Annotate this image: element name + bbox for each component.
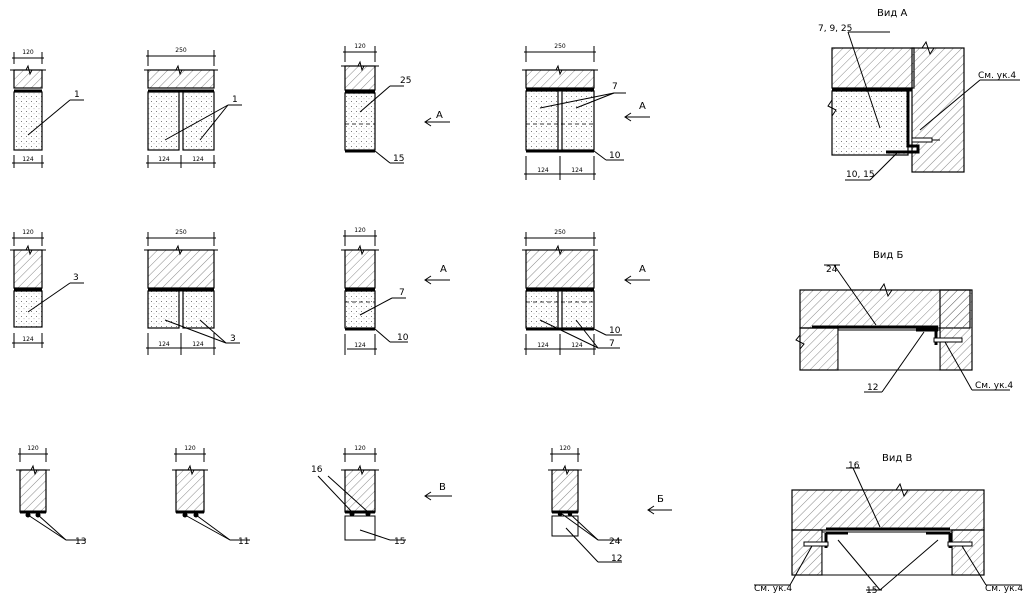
dim-120: 120 (354, 445, 366, 452)
dim-124: 124 (22, 336, 34, 343)
dim-250: 250 (175, 47, 187, 54)
view-a-title: Вид А (877, 8, 907, 19)
label-7-9-25: 7, 9, 25 (818, 24, 852, 34)
label-12: 12 (867, 383, 878, 393)
view-v: Вид В 16 15 См. ук.4 См. ук.4 (754, 453, 1023, 596)
detail-r1-c3: 120 25 15 А (341, 43, 450, 164)
label-7: 7 (399, 288, 405, 298)
detail-r3-c3: 120 16 15 В (311, 445, 452, 547)
label-11: 11 (238, 537, 249, 547)
dim-124: 124 (192, 156, 204, 163)
view-v-title: Вид В (882, 453, 912, 464)
label-1: 1 (232, 95, 238, 105)
label-16: 16 (311, 465, 323, 475)
dim-120: 120 (354, 227, 366, 234)
label-7: 7 (609, 339, 615, 349)
dim-124: 124 (192, 341, 204, 348)
label-13: 13 (75, 537, 86, 547)
view-arrow-b: Б (657, 494, 664, 505)
see-ref-label: См. ук.4 (985, 584, 1023, 594)
dim-120: 120 (559, 445, 571, 452)
label-3: 3 (73, 273, 79, 283)
see-ref-label: См. ук.4 (978, 71, 1016, 81)
dim-124: 124 (571, 342, 583, 349)
view-b-title: Вид Б (873, 250, 903, 261)
detail-r3-c2: 120 11 (172, 445, 250, 547)
label-15: 15 (393, 154, 404, 164)
label-15: 15 (394, 537, 405, 547)
dim-120: 120 (354, 43, 366, 50)
see-ref-label: См. ук.4 (975, 381, 1013, 391)
dim-250: 250 (175, 229, 187, 236)
view-a: Вид А 7, 9, 25 См. ук.4 10, 15 (818, 8, 1020, 181)
dim-250: 250 (554, 43, 566, 50)
dim-120: 120 (22, 49, 34, 56)
see-ref-label: См. ук.4 (754, 584, 792, 594)
detail-r1-c1: 120 1 124 (10, 49, 84, 168)
label-3: 3 (230, 334, 236, 344)
label-25: 25 (400, 76, 411, 86)
view-arrow-a: А (639, 264, 646, 275)
detail-r1-c4: 250 7 10 124 124 А (522, 43, 650, 180)
view-arrow-a: А (436, 110, 443, 121)
dim-124: 124 (537, 342, 549, 349)
dim-124: 124 (158, 341, 170, 348)
label-24: 24 (609, 537, 621, 547)
label-10: 10 (397, 333, 409, 343)
label-10: 10 (609, 151, 621, 161)
detail-r2-c4: 250 10 7 124 124 А (522, 229, 650, 355)
label-7: 7 (612, 82, 618, 92)
label-10: 10 (609, 326, 621, 336)
view-arrow-v: В (439, 482, 446, 493)
label-24: 24 (826, 265, 838, 275)
dim-124: 124 (158, 156, 170, 163)
detail-r2-c1: 120 3 124 (10, 229, 84, 348)
dim-124: 124 (22, 156, 34, 163)
label-10-15: 10, 15 (846, 170, 875, 180)
label-15: 15 (866, 586, 877, 596)
detail-r3-c1: 120 13 (16, 445, 86, 547)
label-1: 1 (74, 90, 80, 100)
dim-120: 120 (184, 445, 196, 452)
view-arrow-a: А (440, 264, 447, 275)
dim-120: 120 (22, 229, 34, 236)
dim-124: 124 (354, 342, 366, 349)
detail-r2-c2: 250 3 124 124 (144, 229, 240, 355)
detail-r2-c3: 120 7 10 124 А (341, 227, 450, 355)
label-12: 12 (611, 554, 622, 564)
dim-124: 124 (571, 167, 583, 174)
view-arrow-a: А (639, 101, 646, 112)
dim-250: 250 (554, 229, 566, 236)
dim-120: 120 (27, 445, 39, 452)
label-16: 16 (848, 461, 860, 471)
dim-124: 124 (537, 167, 549, 174)
view-b: Вид Б 24 12 См. ук.4 (795, 250, 1013, 393)
detail-r3-c4: 120 24 12 Б (548, 445, 672, 564)
detail-r1-c2: 250 1 124 124 (144, 47, 242, 168)
